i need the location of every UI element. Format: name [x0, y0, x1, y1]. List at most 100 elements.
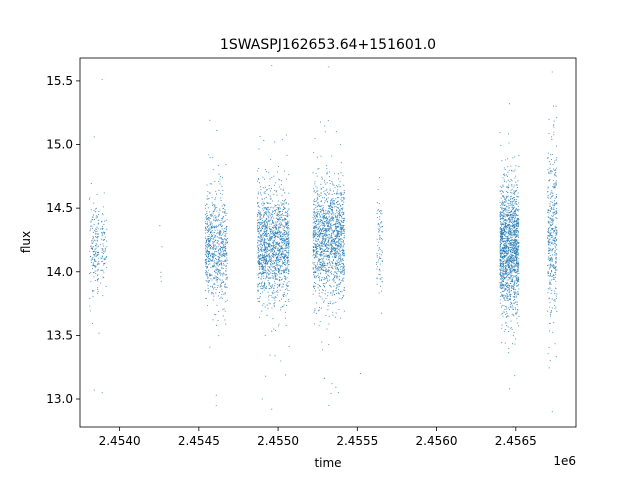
- data-point: [343, 230, 345, 232]
- data-point: [512, 208, 514, 210]
- data-point: [338, 248, 340, 250]
- data-point: [212, 232, 214, 234]
- data-point: [206, 211, 208, 213]
- data-point: [208, 239, 210, 241]
- data-point: [96, 252, 98, 254]
- data-point: [269, 264, 271, 266]
- data-point: [91, 265, 93, 267]
- data-point: [336, 241, 338, 243]
- data-point: [320, 262, 322, 264]
- data-point: [333, 249, 335, 251]
- data-point: [319, 278, 321, 280]
- data-point: [261, 221, 263, 223]
- data-point: [98, 251, 100, 253]
- data-point: [335, 251, 337, 253]
- data-point: [507, 252, 509, 254]
- data-point: [335, 275, 337, 277]
- data-point: [510, 241, 512, 243]
- data-point: [275, 261, 277, 263]
- data-point: [266, 202, 268, 204]
- data-point: [314, 214, 316, 216]
- data-point: [324, 200, 326, 202]
- data-point: [257, 222, 259, 224]
- data-point: [330, 246, 332, 248]
- data-point: [505, 181, 507, 183]
- data-point: [280, 183, 282, 185]
- data-point: [323, 235, 325, 237]
- data-point: [93, 259, 95, 261]
- data-point: [338, 233, 340, 235]
- data-point: [266, 254, 268, 256]
- data-point: [277, 291, 279, 293]
- data-point: [224, 245, 226, 247]
- data-point: [278, 280, 280, 282]
- data-point: [279, 225, 281, 227]
- data-point: [224, 293, 226, 295]
- data-point: [323, 256, 325, 258]
- data-point: [272, 222, 274, 224]
- data-point: [336, 225, 339, 227]
- data-point: [503, 167, 505, 169]
- data-point: [338, 215, 341, 217]
- data-point: [318, 260, 320, 262]
- data-point: [274, 285, 276, 287]
- data-point: [94, 248, 96, 250]
- data-point: [336, 216, 338, 218]
- data-point: [268, 216, 270, 218]
- data-point: [502, 185, 504, 187]
- data-point: [513, 265, 515, 267]
- data-point: [261, 198, 263, 200]
- data-point: [277, 234, 279, 236]
- data-point: [376, 255, 378, 257]
- data-point: [220, 235, 222, 237]
- data-point: [518, 288, 520, 290]
- data-point: [266, 277, 268, 279]
- data-point: [210, 183, 212, 185]
- data-point: [517, 322, 519, 324]
- data-point: [216, 241, 218, 244]
- data-point: [95, 255, 97, 258]
- data-point: [275, 217, 278, 219]
- data-point: [268, 220, 270, 222]
- data-point: [509, 309, 511, 311]
- data-point: [216, 273, 218, 275]
- data-point: [265, 210, 267, 212]
- data-point: [322, 218, 324, 220]
- data-point: [288, 270, 290, 272]
- data-point: [274, 260, 277, 262]
- data-point: [502, 315, 504, 317]
- data-point: [329, 243, 331, 245]
- data-point: [323, 225, 326, 227]
- data-point: [221, 253, 223, 255]
- data-point: [259, 296, 261, 298]
- data-point: [336, 235, 338, 237]
- data-point: [98, 261, 100, 263]
- data-point: [503, 330, 505, 332]
- data-point: [276, 269, 278, 272]
- data-point: [277, 231, 279, 233]
- data-point: [332, 314, 334, 316]
- data-point: [314, 308, 316, 310]
- data-point: [331, 261, 333, 263]
- data-point: [282, 260, 284, 262]
- data-point: [504, 269, 506, 271]
- data-point: [264, 186, 266, 188]
- data-point: [318, 254, 320, 256]
- data-point: [209, 228, 211, 230]
- data-point: [271, 270, 273, 272]
- data-point: [315, 251, 317, 253]
- data-point: [340, 227, 342, 229]
- data-point: [101, 233, 103, 235]
- data-point: [501, 290, 503, 292]
- data-point: [342, 254, 344, 257]
- data-point: [221, 264, 223, 266]
- data-point: [319, 247, 321, 249]
- data-point: [286, 267, 288, 269]
- data-point: [260, 242, 262, 244]
- data-point: [340, 271, 343, 273]
- data-point: [269, 244, 271, 246]
- data-point: [513, 300, 515, 302]
- data-point: [517, 292, 519, 294]
- data-point: [95, 207, 98, 209]
- data-point: [335, 202, 338, 204]
